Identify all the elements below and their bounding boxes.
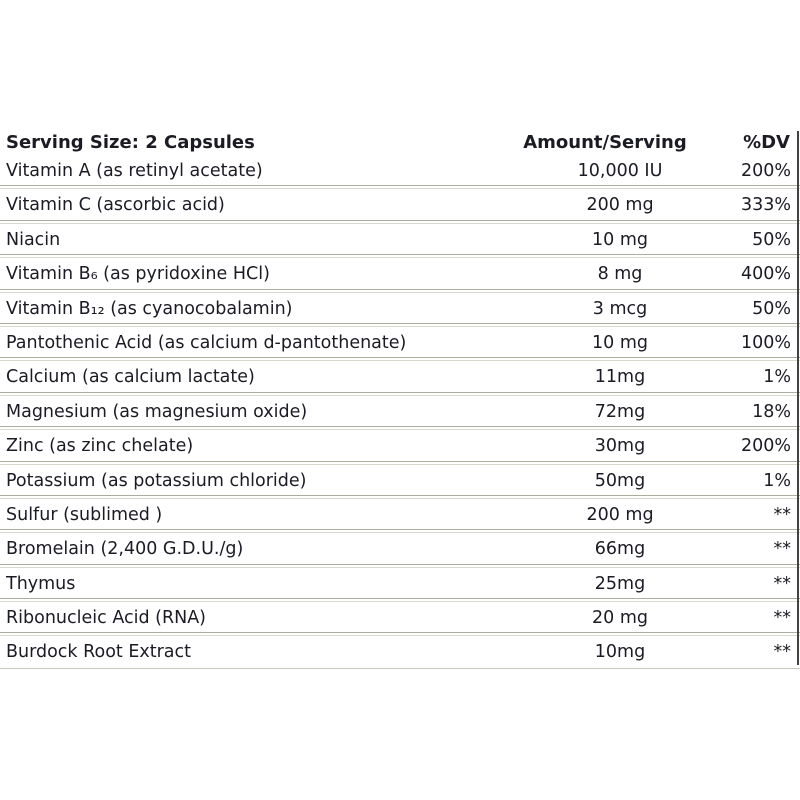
ingredient-dv: 400% (740, 264, 791, 285)
ingredient-amount: 72mg (594, 401, 646, 422)
row-divider (0, 494, 800, 499)
ingredient-dv: 200% (740, 161, 791, 181)
row-divider (0, 598, 800, 603)
ingredient-dv: ** (773, 504, 792, 525)
ingredient-name: Vitamin C (ascorbic acid) (6, 195, 225, 216)
ingredient-dv: ** (773, 642, 792, 663)
ingredient-amount: 10 mg (592, 229, 648, 250)
ingredient-name: Bromelain (2,400 G.D.U./g) (6, 539, 244, 560)
supplement-facts-label: Serving Size: 2 Capsules Amount/Serving … (0, 130, 800, 674)
row-divider (0, 563, 800, 568)
ingredient-name: Pantothenic Acid (as calcium d-pantothen… (6, 332, 407, 353)
row-divider (0, 357, 800, 362)
ingredient-name: Sulfur (sublimed ) (6, 504, 163, 525)
ingredient-dv: 1% (763, 470, 791, 491)
ingredient-amount: 10mg (594, 642, 646, 663)
table-header: Serving Size: 2 Capsules Amount/Serving … (0, 130, 800, 158)
table-row: Vitamin B₁₂ (as cyanocobalamin) 3 mcg 50… (0, 296, 800, 330)
table-row: Niacin 10 mg 50% (0, 227, 800, 261)
ingredient-name: Vitamin A (as retinyl acetate) (6, 161, 263, 181)
ingredient-amount: 200 mg (586, 504, 654, 525)
serving-size-label: Serving Size: 2 Capsules (6, 132, 255, 153)
ingredient-dv: ** (773, 539, 792, 560)
ingredient-amount: 10 mg (592, 332, 648, 353)
row-divider (0, 667, 800, 669)
ingredient-dv: 1% (763, 367, 791, 388)
ingredient-dv: 50% (752, 229, 791, 250)
row-divider (0, 219, 800, 224)
table-row: Ribonucleic Acid (RNA) 20 mg ** (0, 605, 800, 639)
ingredient-name: Zinc (as zinc chelate) (6, 436, 194, 457)
row-divider (0, 322, 800, 327)
ingredient-name: Vitamin B₁₂ (as cyanocobalamin) (6, 298, 293, 319)
ingredient-dv: 100% (740, 332, 791, 353)
ingredient-name: Burdock Root Extract (6, 642, 192, 663)
ingredient-dv: ** (773, 573, 792, 594)
table-row: Magnesium (as magnesium oxide) 72mg 18% (0, 399, 800, 433)
row-divider (0, 391, 800, 396)
ingredient-amount: 3 mcg (592, 298, 648, 319)
ingredient-amount: 66mg (594, 539, 646, 560)
ingredient-name: Magnesium (as magnesium oxide) (6, 401, 308, 422)
table-row: Potassium (as potassium chloride) 50mg 1… (0, 468, 800, 502)
table-row: Burdock Root Extract 10mg ** (0, 639, 800, 673)
ingredient-amount: 8 mg (597, 264, 643, 285)
ingredient-amount: 11mg (594, 367, 646, 388)
row-divider (0, 426, 800, 431)
table-row: Thymus 25mg ** (0, 571, 800, 605)
ingredient-dv: 333% (740, 195, 791, 216)
table-row: Zinc (as zinc chelate) 30mg 200% (0, 433, 800, 467)
ingredient-dv: 50% (752, 298, 791, 319)
table-row: Sulfur (sublimed ) 200 mg ** (0, 502, 800, 536)
row-divider (0, 632, 800, 637)
row-divider (0, 529, 800, 534)
table-row: Calcium (as calcium lactate) 11mg 1% (0, 364, 800, 398)
ingredient-name: Calcium (as calcium lactate) (6, 367, 255, 388)
row-divider (0, 254, 800, 259)
ingredient-amount: 25mg (594, 573, 646, 594)
right-border-line (797, 131, 799, 665)
ingredient-amount: 50mg (594, 470, 646, 491)
ingredient-amount: 10,000 IU (577, 161, 663, 181)
table-row: Pantothenic Acid (as calcium d-pantothen… (0, 330, 800, 364)
row-divider (0, 185, 800, 190)
table-row: Vitamin A (as retinyl acetate) 10,000 IU… (0, 158, 800, 192)
ingredient-name: Potassium (as potassium chloride) (6, 470, 307, 491)
ingredient-dv: ** (773, 608, 792, 629)
ingredient-amount: 20 mg (592, 608, 648, 629)
ingredient-name: Ribonucleic Acid (RNA) (6, 608, 207, 629)
ingredient-dv: 200% (740, 436, 791, 457)
ingredient-dv: 18% (752, 401, 791, 422)
dv-column-header: %DV (743, 132, 790, 153)
ingredient-rows: Vitamin A (as retinyl acetate) 10,000 IU… (0, 158, 800, 674)
table-row: Bromelain (2,400 G.D.U./g) 66mg ** (0, 536, 800, 570)
row-divider (0, 460, 800, 465)
amount-column-header: Amount/Serving (523, 132, 687, 153)
ingredient-name: Niacin (6, 229, 61, 250)
ingredient-name: Thymus (6, 573, 76, 594)
table-row: Vitamin C (ascorbic acid) 200 mg 333% (0, 192, 800, 226)
row-divider (0, 288, 800, 293)
table-row: Vitamin B₆ (as pyridoxine HCl) 8 mg 400% (0, 261, 800, 295)
ingredient-amount: 30mg (594, 436, 646, 457)
ingredient-amount: 200 mg (586, 195, 654, 216)
ingredient-name: Vitamin B₆ (as pyridoxine HCl) (6, 264, 270, 285)
